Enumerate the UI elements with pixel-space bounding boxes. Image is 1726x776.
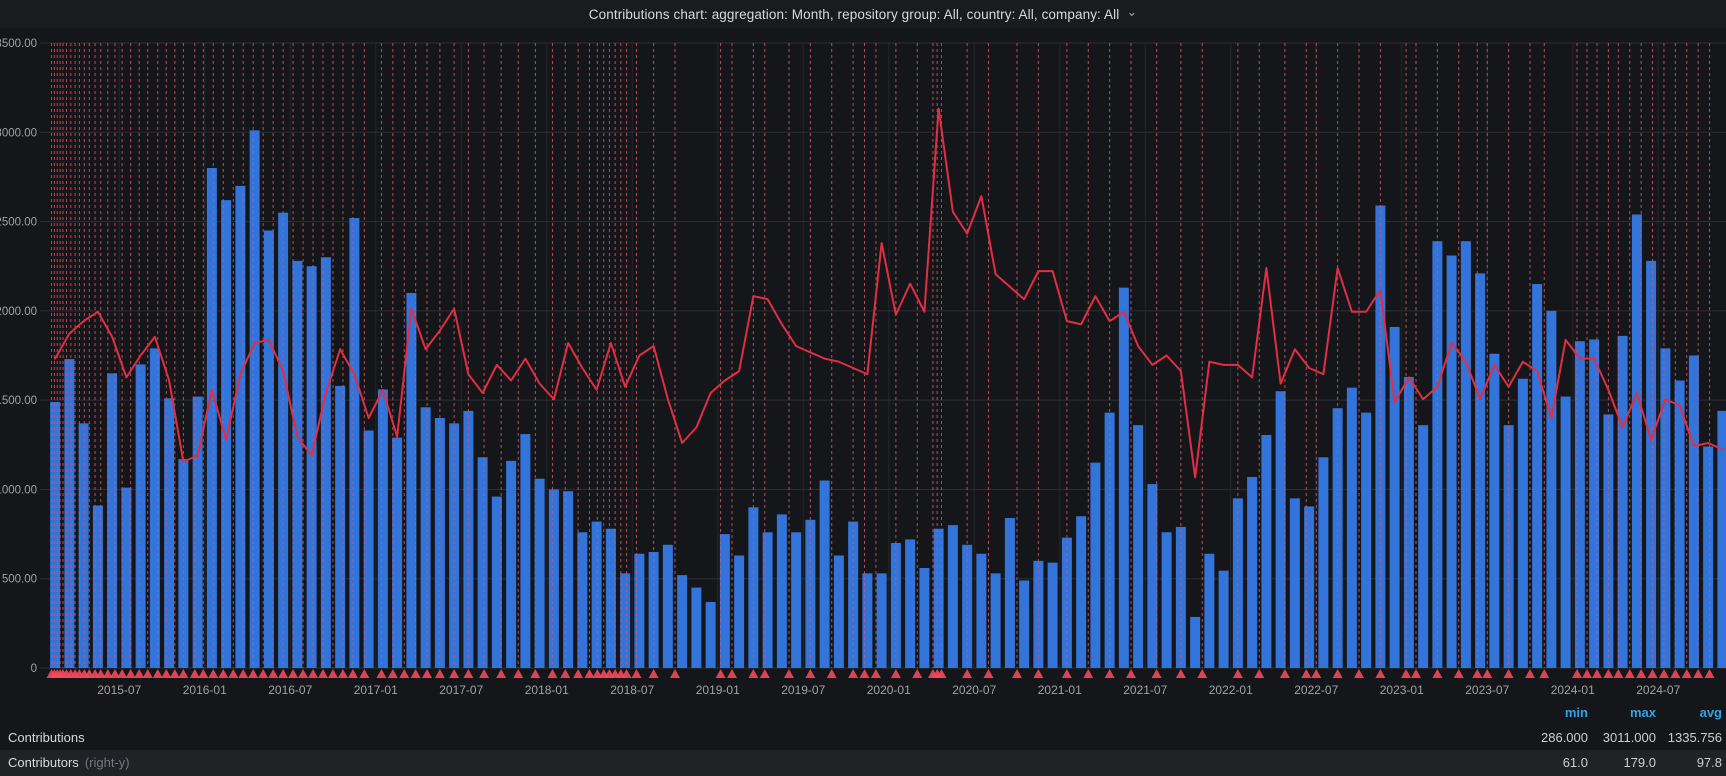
legend-table: min max avg Contributions 286.000 3011.0… xyxy=(0,700,1726,776)
svg-text:2024-01: 2024-01 xyxy=(1551,683,1595,697)
legend-row-contributions: Contributions 286.000 3011.000 1335.756 xyxy=(0,726,1726,750)
contributors-max-value: 179.0 xyxy=(1623,755,1656,770)
line-series-contributors xyxy=(54,107,1724,479)
annotation-markers xyxy=(46,669,1715,678)
legend-sort-avg[interactable]: avg xyxy=(1699,705,1722,720)
legend-header-row: min max avg xyxy=(0,700,1726,726)
svg-text:2017-01: 2017-01 xyxy=(354,683,398,697)
svg-text:2020-01: 2020-01 xyxy=(867,683,911,697)
svg-text:2022-01: 2022-01 xyxy=(1209,683,1253,697)
contributors-avg-value: 97.8 xyxy=(1696,755,1722,770)
series-label-contributions[interactable]: Contributions xyxy=(8,730,85,745)
svg-text:500.00: 500.00 xyxy=(2,574,37,586)
svg-text:2015-07: 2015-07 xyxy=(97,683,141,697)
panel-title: Contributions chart: aggregation: Month,… xyxy=(588,6,1120,22)
contributions-chart[interactable]: 2015-07 2016-01 2016-07 2017-01 2017-07 2018-… xyxy=(0,0,1726,700)
bars-series-contributions xyxy=(50,130,1726,669)
contributions-avg-value: 1335.756 xyxy=(1667,730,1722,745)
svg-text:2019-07: 2019-07 xyxy=(781,683,825,697)
svg-text:2017-07: 2017-07 xyxy=(439,683,483,697)
svg-text:2019-01: 2019-01 xyxy=(696,683,740,697)
svg-text:2016-01: 2016-01 xyxy=(183,683,227,697)
svg-text:2016-07: 2016-07 xyxy=(268,683,312,697)
legend-sort-max[interactable]: max xyxy=(1629,705,1656,720)
svg-text:2018-01: 2018-01 xyxy=(525,683,569,697)
x-axis: 2015-07 2016-01 2016-07 2017-01 2017-07 2018-… xyxy=(97,43,1681,697)
contributions-min-value: 286.000 xyxy=(1541,730,1588,745)
svg-text:3500.00: 3500.00 xyxy=(0,38,37,50)
svg-text:1000.00: 1000.00 xyxy=(0,484,37,496)
panel-header[interactable]: Contributions chart: aggregation: Month,… xyxy=(0,0,1726,28)
annotation-lines xyxy=(51,43,1711,668)
svg-text:2022-07: 2022-07 xyxy=(1294,683,1338,697)
svg-text:2500.00: 2500.00 xyxy=(0,217,37,229)
contributions-max-value: 3011.000 xyxy=(1602,730,1656,745)
svg-text:1500.00: 1500.00 xyxy=(0,395,37,407)
svg-text:2020-07: 2020-07 xyxy=(952,683,996,697)
right-y-axis-tag: (right-y) xyxy=(84,755,130,770)
chevron-down-icon[interactable]: ⌄ xyxy=(1126,4,1138,19)
legend-row-contributors: Contributors (right-y) 61.0 179.0 97.8 xyxy=(0,750,1726,776)
svg-text:3000.00: 3000.00 xyxy=(0,127,37,139)
legend-sort-min[interactable]: min xyxy=(1564,705,1588,720)
svg-text:2024-07: 2024-07 xyxy=(1636,683,1680,697)
svg-text:2021-01: 2021-01 xyxy=(1038,683,1082,697)
svg-text:2023-07: 2023-07 xyxy=(1465,683,1509,697)
svg-text:2018-07: 2018-07 xyxy=(610,683,654,697)
svg-text:2023-01: 2023-01 xyxy=(1380,683,1424,697)
contributors-min-value: 61.0 xyxy=(1562,755,1588,770)
svg-text:2000.00: 2000.00 xyxy=(0,306,37,318)
svg-text:2021-07: 2021-07 xyxy=(1123,683,1167,697)
series-label-contributors[interactable]: Contributors xyxy=(8,755,79,770)
svg-text:0: 0 xyxy=(31,663,37,675)
